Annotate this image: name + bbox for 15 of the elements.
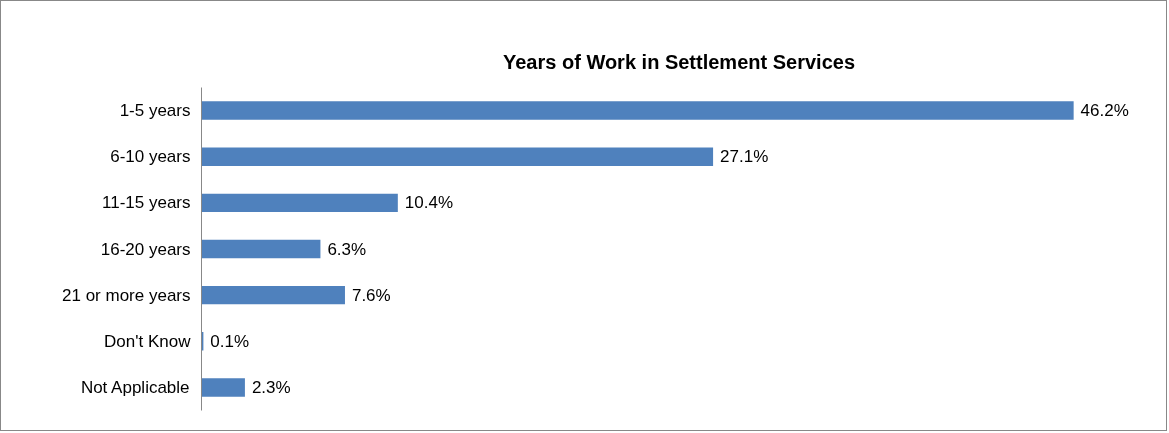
y-tick-label: 6-10 years xyxy=(110,147,191,167)
y-tick-label: Don't Know xyxy=(104,331,192,351)
data-label: 10.4% xyxy=(404,193,454,213)
y-tick-label: 16-20 years xyxy=(100,239,191,259)
data-label: 46.2% xyxy=(1080,101,1129,121)
y-tick-label: 1-5 years xyxy=(119,101,191,121)
y-tick-label: 21 or more years xyxy=(62,285,191,305)
data-label: 6.3% xyxy=(327,239,367,259)
data-label: 7.6% xyxy=(351,285,391,305)
chart-title: Years of Work in Settlement Services xyxy=(503,50,856,73)
y-tick-label: 11-15 years xyxy=(101,193,191,213)
data-label: 2.3% xyxy=(251,377,291,397)
data-label: 27.1% xyxy=(720,147,769,167)
data-label: 0.1% xyxy=(210,331,250,351)
y-tick-label: Not Applicable xyxy=(80,377,190,397)
